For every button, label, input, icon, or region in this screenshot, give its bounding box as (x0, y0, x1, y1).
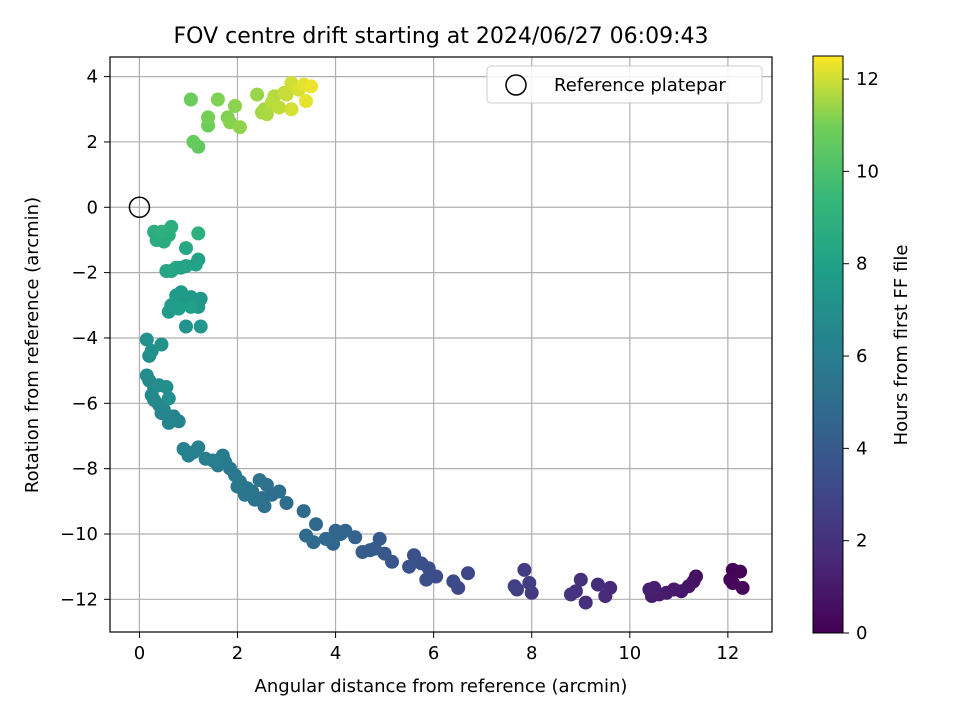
legend: Reference platepar (486, 65, 763, 104)
x-tick-label: 6 (428, 643, 439, 664)
data-point (259, 107, 274, 122)
data-point (733, 564, 748, 579)
data-point (159, 264, 174, 278)
data-point (296, 504, 311, 519)
data-point (161, 415, 176, 430)
data-point (279, 87, 294, 102)
reference-marker (128, 196, 151, 219)
data-point (139, 332, 154, 347)
data-point (250, 87, 265, 102)
data-point (402, 559, 417, 574)
colorbar-tick-label: 0 (856, 623, 867, 644)
chart-title: FOV centre drift starting at 2024/06/27 … (174, 24, 709, 49)
data-point (201, 110, 216, 125)
plot-frame (109, 56, 773, 633)
data-point (355, 545, 370, 559)
x-tick-label: 0 (134, 643, 145, 664)
y-tick-label: −8 (71, 459, 98, 480)
data-point (228, 99, 242, 113)
y-tick-label: −12 (60, 589, 98, 610)
data-point (198, 451, 213, 466)
data-point (232, 120, 247, 135)
x-tick-label: 4 (330, 643, 341, 664)
data-point (186, 134, 201, 149)
data-point (446, 574, 461, 589)
data-point (318, 531, 333, 546)
data-point (139, 368, 154, 383)
data-point (159, 380, 174, 394)
data-point (419, 572, 434, 587)
data-point (171, 301, 186, 316)
x-tick-label: 8 (526, 643, 537, 664)
colorbar-gradient (812, 55, 844, 634)
colorbar-tick-label: 4 (856, 438, 867, 459)
data-point (522, 576, 537, 590)
data-point (573, 572, 588, 587)
x-tick-label: 10 (618, 643, 641, 664)
data-point (252, 473, 267, 488)
colorbar: 0 2 4 6 8 10 12 Hours from first FF file (812, 55, 912, 644)
colorbar-tick-label: 12 (856, 69, 879, 90)
legend-label: Reference platepar (554, 75, 726, 96)
x-axis-label: Angular distance from reference (arcmin) (255, 676, 628, 697)
data-point (517, 562, 532, 577)
y-axis-ticks: −12 −10 −8 −6 −4 −2 0 2 4 (60, 67, 110, 610)
y-tick-label: 0 (87, 197, 98, 218)
legend-box (486, 65, 763, 104)
data-points (139, 76, 750, 610)
data-point (507, 579, 522, 594)
data-point (578, 595, 593, 610)
data-point (304, 79, 319, 94)
y-tick-label: −4 (71, 328, 98, 349)
data-point (179, 319, 193, 334)
colorbar-tick-label: 6 (856, 346, 867, 367)
data-point (284, 102, 299, 117)
colorbar-tick-label: 10 (856, 161, 879, 182)
y-axis-label: Rotation from reference (arcmin) (22, 197, 43, 493)
colorbar-label: Hours from first FF file (891, 245, 912, 446)
data-point (161, 391, 176, 406)
x-tick-label: 12 (716, 643, 739, 664)
data-point (191, 226, 206, 241)
data-point (210, 92, 225, 107)
data-point (272, 100, 287, 115)
data-point (299, 528, 314, 543)
data-point (328, 523, 343, 538)
data-point (230, 479, 245, 494)
data-point (183, 299, 198, 314)
data-point (407, 548, 421, 563)
y-tick-label: 2 (87, 132, 98, 153)
data-point (299, 94, 314, 109)
x-axis-ticks: 0 2 4 6 8 10 12 (134, 632, 739, 664)
data-point (563, 587, 578, 602)
data-point (279, 496, 294, 510)
colorbar-ticks: 0 2 4 6 8 10 12 (843, 69, 879, 644)
data-point (193, 319, 208, 334)
data-point (154, 337, 169, 352)
data-point (735, 580, 750, 595)
data-point (590, 577, 605, 592)
data-point (183, 92, 198, 107)
colorbar-tick-label: 2 (856, 531, 867, 552)
grid (110, 57, 772, 632)
legend-marker-icon (505, 74, 527, 96)
colorbar-tick-label: 8 (856, 254, 867, 275)
x-tick-label: 2 (232, 643, 243, 664)
data-point (461, 566, 475, 581)
data-point (348, 530, 363, 545)
data-point (154, 224, 169, 239)
reference-layer (128, 196, 151, 219)
y-tick-label: −6 (71, 393, 98, 414)
data-point (309, 517, 323, 532)
y-tick-label: −10 (60, 524, 98, 545)
y-tick-label: 4 (87, 67, 98, 88)
data-point (647, 580, 662, 595)
data-point (179, 241, 193, 256)
data-point (598, 589, 613, 604)
y-tick-label: −2 (71, 263, 98, 284)
data-point (176, 442, 191, 456)
